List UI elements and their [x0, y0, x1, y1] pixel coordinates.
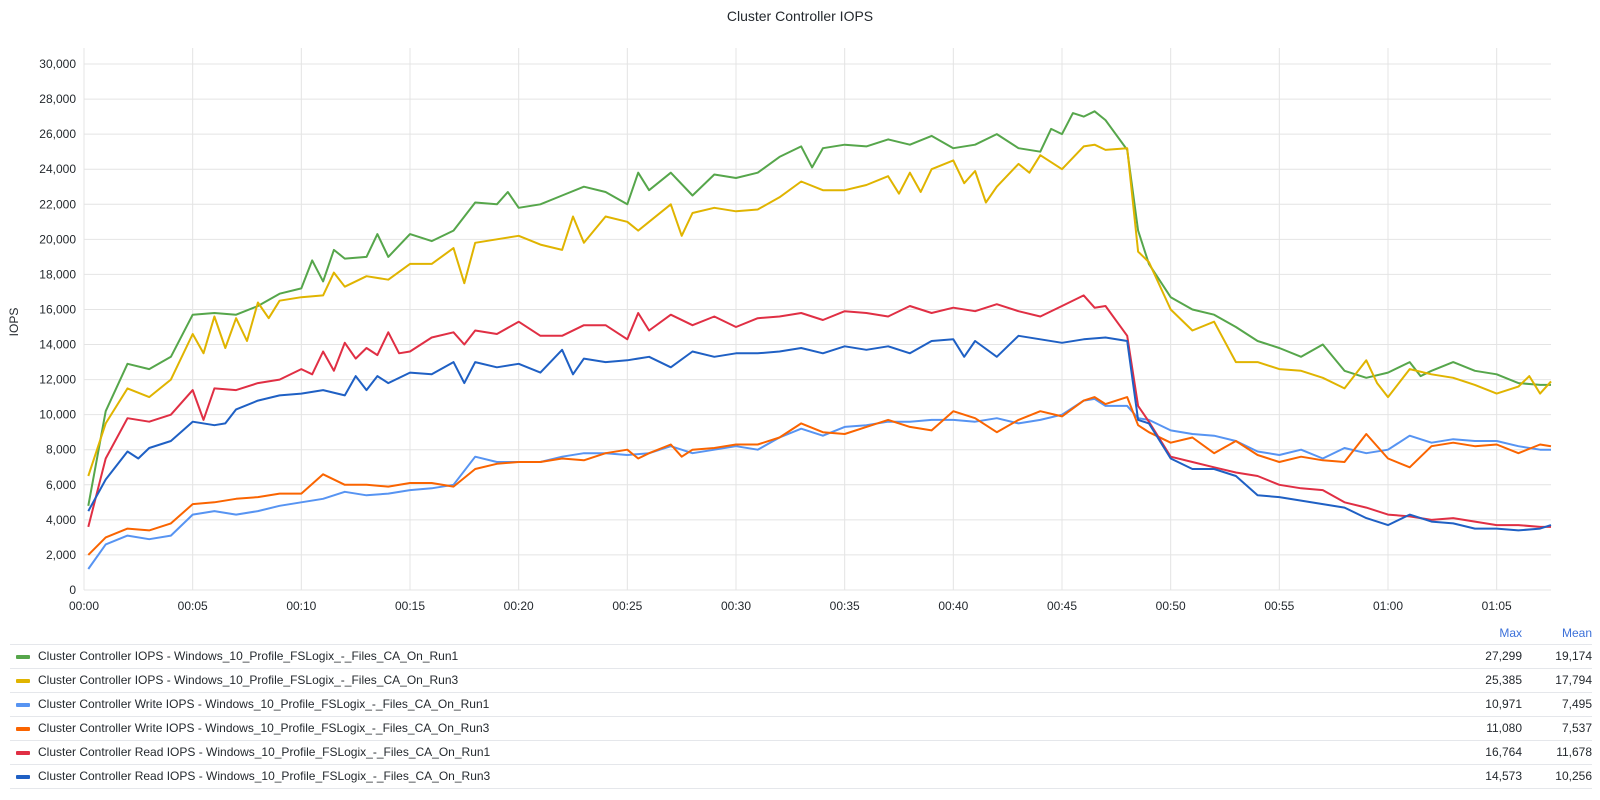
y-tick-label: 16,000: [39, 302, 76, 316]
series-line-3[interactable]: [87, 397, 1551, 570]
legend-swatch: [16, 655, 30, 659]
legend-series-name[interactable]: Cluster Controller Read IOPS - Windows_1…: [38, 769, 491, 783]
series-line-6[interactable]: [87, 334, 1552, 532]
legend-swatch: [16, 679, 30, 683]
legend-swatch: [16, 751, 30, 755]
legend-max-value: 27,299: [1485, 649, 1522, 663]
legend: Max Mean Cluster Controller IOPS - Windo…: [10, 620, 1592, 789]
y-tick-label: 22,000: [39, 197, 76, 211]
line-chart[interactable]: 0 2,000 4,000 6,000 8,000 10,000 12,000 14,000 1…: [0, 0, 1600, 615]
series-line-2[interactable]: [87, 143, 1552, 477]
legend-header-max[interactable]: Max: [1499, 626, 1522, 640]
y-tick-label: 26,000: [39, 127, 76, 141]
x-tick-label: 01:05: [1482, 599, 1512, 613]
legend-mean-value: 19,174: [1555, 649, 1592, 663]
legend-item[interactable]: Cluster Controller IOPS - Windows_10_Pro…: [10, 644, 1592, 668]
y-tick-label: 30,000: [39, 57, 76, 71]
legend-item[interactable]: Cluster Controller Read IOPS - Windows_1…: [10, 764, 1592, 789]
legend-mean-value: 11,678: [1556, 745, 1592, 759]
legend-mean-value: 10,256: [1555, 769, 1592, 783]
y-tick-label: 24,000: [39, 162, 76, 176]
x-tick-label: 00:00: [69, 599, 99, 613]
chart-title: Cluster Controller IOPS: [726, 8, 874, 24]
y-tick-label: 0: [69, 583, 76, 597]
y-axis-label: IOPS: [7, 308, 21, 337]
legend-series-name[interactable]: Cluster Controller Write IOPS - Windows_…: [38, 697, 490, 711]
y-tick-label: 18,000: [39, 267, 76, 281]
y-tick-label: 14,000: [39, 338, 76, 352]
series-line-4[interactable]: [87, 396, 1552, 556]
legend-max-value: 16,764: [1485, 745, 1522, 759]
legend-mean-value: 7,537: [1561, 721, 1592, 735]
x-tick-label: 00:25: [612, 599, 642, 613]
legend-max-value: 10,971: [1485, 697, 1522, 711]
x-tick-label: 00:40: [938, 599, 968, 613]
x-axis-ticks: 00:00 00:05 00:10 00:15 00:20 00:25 00:30 00:35…: [69, 599, 1512, 613]
legend-swatch: [16, 775, 30, 779]
legend-rows: Cluster Controller IOPS - Windows_10_Pro…: [10, 644, 1592, 789]
x-tick-label: 00:45: [1047, 599, 1077, 613]
legend-max-value: 11,080: [1486, 721, 1522, 735]
legend-series-name[interactable]: Cluster Controller IOPS - Windows_10_Pro…: [38, 673, 459, 687]
legend-swatch: [16, 727, 30, 731]
legend-series-name[interactable]: Cluster Controller IOPS - Windows_10_Pro…: [38, 649, 459, 663]
legend-item[interactable]: Cluster Controller IOPS - Windows_10_Pro…: [10, 668, 1592, 692]
legend-header-mean[interactable]: Mean: [1561, 626, 1592, 640]
legend-series-name[interactable]: Cluster Controller Read IOPS - Windows_1…: [38, 745, 491, 759]
y-tick-label: 2,000: [46, 548, 76, 562]
legend-series-name[interactable]: Cluster Controller Write IOPS - Windows_…: [38, 721, 490, 735]
legend-item[interactable]: Cluster Controller Read IOPS - Windows_1…: [10, 740, 1592, 764]
series-lines: [87, 110, 1552, 570]
legend-mean-value: 7,495: [1561, 697, 1592, 711]
x-tick-label: 00:55: [1264, 599, 1294, 613]
y-axis-ticks: 0 2,000 4,000 6,000 8,000 10,000 12,000 14,000 1…: [39, 57, 76, 597]
legend-item[interactable]: Cluster Controller Write IOPS - Windows_…: [10, 716, 1592, 740]
legend-item[interactable]: Cluster Controller Write IOPS - Windows_…: [10, 692, 1592, 716]
series-line-1[interactable]: [87, 110, 1551, 506]
y-tick-label: 4,000: [46, 513, 76, 527]
legend-max-value: 14,573: [1485, 769, 1522, 783]
x-tick-label: 00:05: [178, 599, 208, 613]
x-tick-label: 00:30: [721, 599, 751, 613]
y-tick-label: 10,000: [39, 408, 76, 422]
legend-header: Max Mean: [10, 620, 1592, 644]
y-tick-label: 20,000: [39, 232, 76, 246]
legend-mean-value: 17,794: [1555, 673, 1592, 687]
grid: [83, 48, 1551, 591]
y-tick-label: 28,000: [39, 92, 76, 106]
y-tick-label: 6,000: [46, 478, 76, 492]
legend-swatch: [16, 703, 30, 707]
x-tick-label: 00:15: [395, 599, 425, 613]
y-tick-label: 8,000: [46, 443, 76, 457]
x-tick-label: 00:20: [504, 599, 534, 613]
x-tick-label: 00:50: [1156, 599, 1186, 613]
y-tick-label: 12,000: [39, 373, 76, 387]
series-line-5[interactable]: [87, 294, 1551, 528]
x-tick-label: 00:10: [286, 599, 316, 613]
x-tick-label: 01:00: [1373, 599, 1403, 613]
legend-max-value: 25,385: [1485, 673, 1522, 687]
x-tick-label: 00:35: [830, 599, 860, 613]
